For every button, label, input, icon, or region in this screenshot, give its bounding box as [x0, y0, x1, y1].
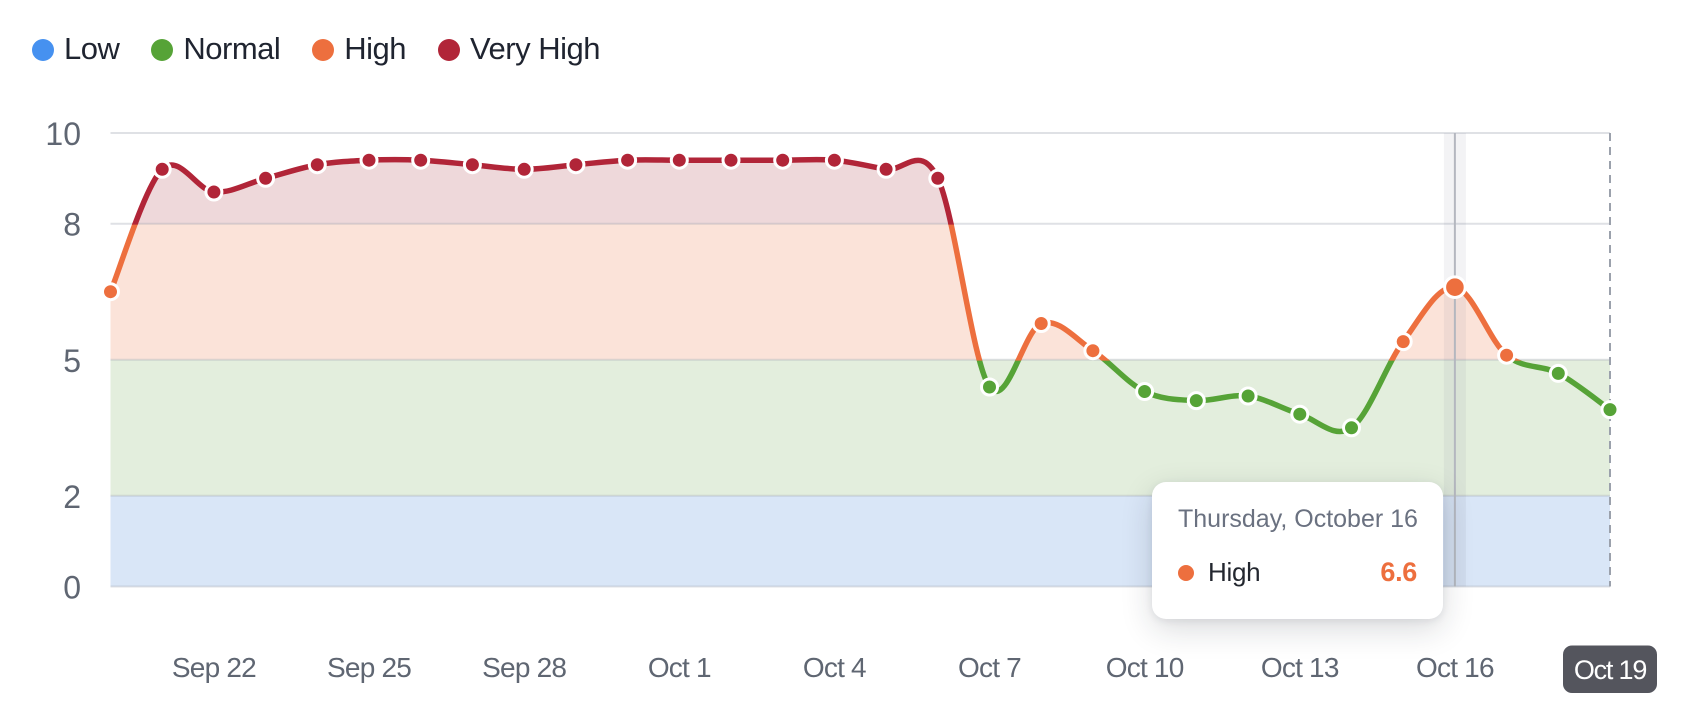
y-axis-label-5: 5 — [63, 343, 81, 379]
x-axis-label-oct-10: Oct 10 — [1106, 652, 1184, 683]
y-axis-label-10: 10 — [45, 116, 81, 152]
x-axis-label-sep-25: Sep 25 — [327, 652, 411, 683]
data-point[interactable] — [1290, 404, 1310, 424]
data-point[interactable] — [980, 377, 999, 397]
legend-dot-very-high-icon — [438, 38, 461, 61]
data-point[interactable] — [152, 159, 172, 179]
data-point[interactable] — [1600, 400, 1620, 420]
data-point[interactable] — [101, 282, 120, 302]
legend-item-very-high[interactable]: Very High — [438, 33, 600, 66]
area-fill-very-high — [135, 159, 951, 224]
tooltip-date-title: Thursday, October 16 — [1178, 505, 1418, 533]
area-fill-high — [110, 223, 1514, 360]
x-axis-label-sep-22: Sep 22 — [172, 652, 256, 683]
data-point[interactable] — [514, 159, 534, 179]
legend-dot-low-icon — [32, 38, 54, 61]
data-point[interactable] — [669, 150, 689, 170]
data-point[interactable] — [1083, 341, 1103, 361]
legend-item-low[interactable]: Low — [32, 31, 120, 66]
x-axis-label-oct-4: Oct 4 — [803, 652, 866, 683]
tooltip-series-label: High — [1208, 557, 1261, 587]
tooltip-series-dot-icon — [1178, 564, 1194, 581]
y-axis-label-0: 0 — [63, 570, 81, 606]
data-point[interactable] — [1342, 418, 1361, 438]
x-axis-badge-oct-19[interactable]: Oct 19 — [1563, 645, 1657, 694]
data-point[interactable] — [462, 155, 482, 175]
line-segment-very-high — [131, 156, 954, 225]
x-axis-label-oct-7: Oct 7 — [958, 652, 1021, 683]
data-point[interactable] — [1031, 314, 1051, 333]
legend-item-high[interactable]: High — [312, 31, 407, 66]
legend-dot-normal-icon — [151, 38, 174, 61]
data-point[interactable] — [721, 150, 741, 170]
tooltip-series-value: 6.6 — [1380, 557, 1417, 587]
data-point[interactable] — [204, 182, 224, 202]
chart-legend: Low Normal High Very High — [32, 33, 600, 66]
legend-label-normal: Normal — [183, 31, 281, 66]
data-point[interactable] — [824, 150, 844, 170]
chart-tooltip: Thursday, October 16 High 6.6 — [1152, 482, 1443, 619]
svg-text:Oct 19: Oct 19 — [1574, 655, 1647, 685]
x-axis-label-sep-28: Sep 28 — [482, 652, 566, 683]
x-axis-label-oct-13: Oct 13 — [1261, 652, 1339, 683]
data-point[interactable] — [359, 150, 379, 170]
legend-label-very-high: Very High — [470, 31, 600, 66]
line-segment-normal — [976, 358, 1613, 435]
x-axis-label-oct-1: Oct 1 — [648, 652, 711, 683]
legend-label-low: Low — [64, 31, 120, 66]
y-axis-label-8: 8 — [63, 207, 81, 243]
data-point-active[interactable] — [1443, 275, 1467, 300]
data-point[interactable] — [1238, 386, 1258, 406]
data-point[interactable] — [1393, 332, 1413, 352]
data-point[interactable] — [1135, 382, 1155, 401]
y-axis-label-2: 2 — [63, 479, 81, 515]
legend-dot-high-icon — [312, 38, 335, 61]
data-point[interactable] — [618, 150, 638, 170]
tooltip-series-row: High 6.6 — [1178, 557, 1417, 588]
band-normal — [110, 359, 1610, 496]
x-axis-label-oct-16: Oct 16 — [1416, 652, 1494, 683]
data-point[interactable] — [1548, 363, 1568, 383]
data-point[interactable] — [307, 155, 327, 175]
data-point[interactable] — [1186, 391, 1206, 411]
data-point[interactable] — [256, 168, 276, 188]
data-point[interactable] — [876, 159, 896, 179]
legend-item-normal[interactable]: Normal — [151, 31, 281, 66]
data-point[interactable] — [566, 155, 586, 175]
data-point[interactable] — [1497, 345, 1517, 365]
data-point[interactable] — [928, 168, 948, 188]
legend-label-high: High — [344, 31, 407, 66]
data-point[interactable] — [411, 150, 431, 170]
data-point[interactable] — [773, 150, 793, 170]
